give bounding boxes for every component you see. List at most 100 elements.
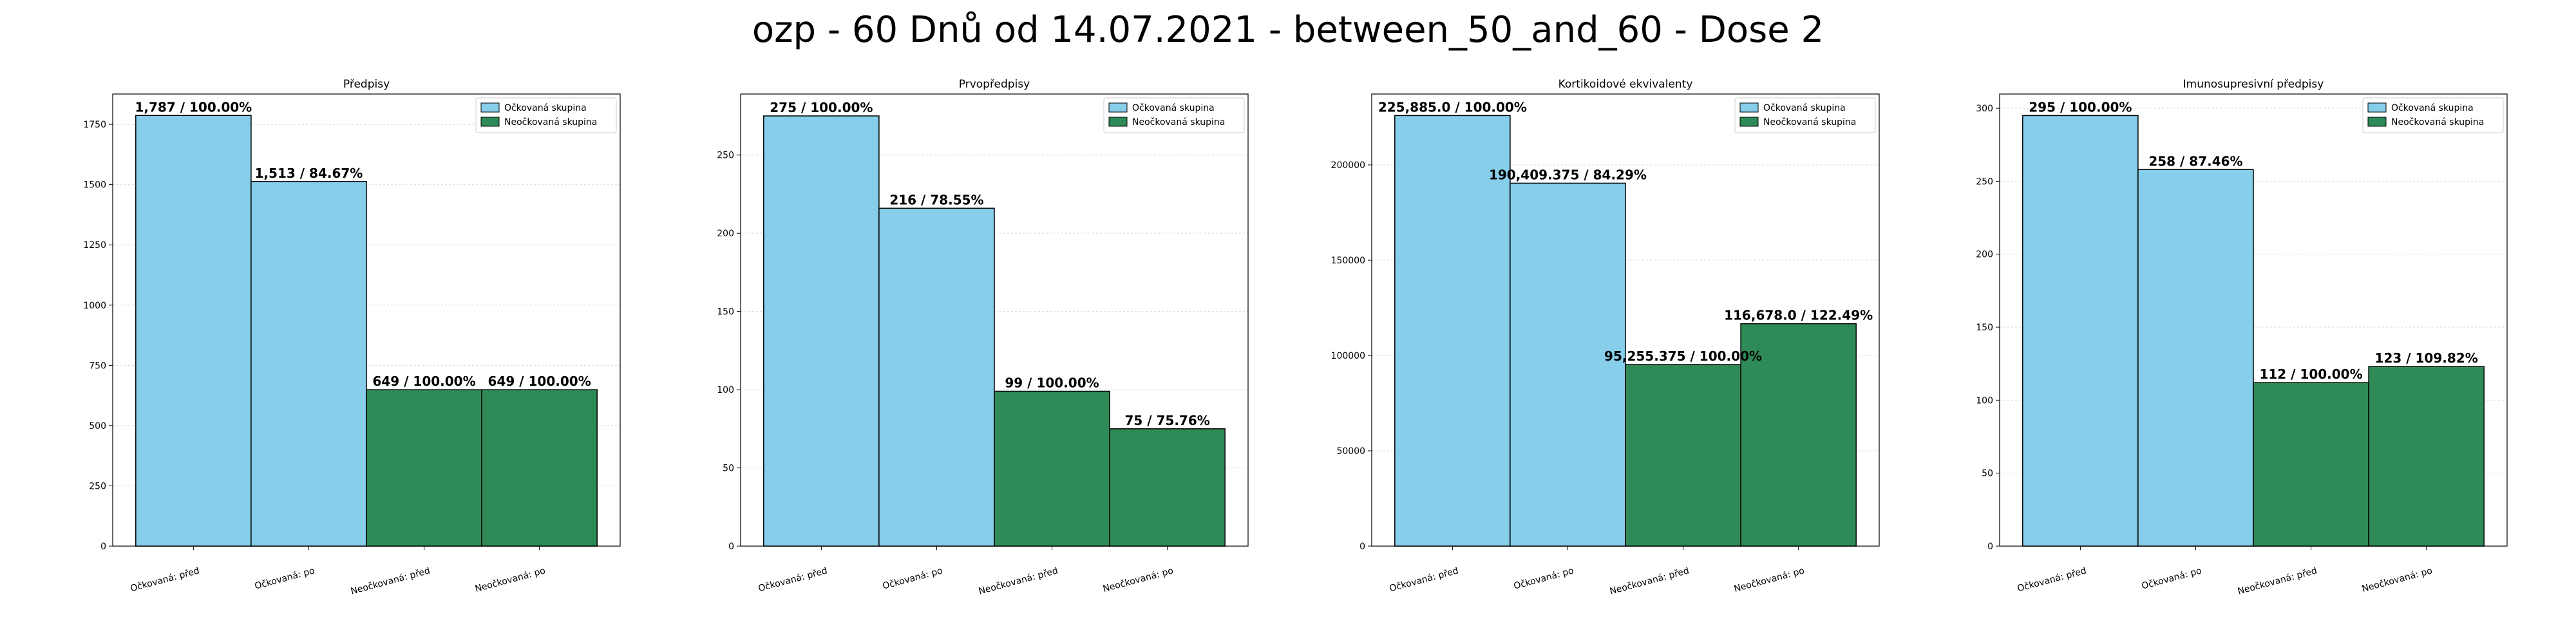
bar	[135, 115, 252, 547]
data-label: 649 / 100.00%	[372, 374, 475, 389]
y-tick-label: 200000	[1331, 160, 1365, 171]
legend-label: Neočkovaná skupina	[2391, 117, 2484, 128]
x-tick-label: Neočkovaná: po	[1102, 565, 1175, 594]
y-tick-label: 250	[89, 481, 106, 491]
x-tick-label: Neočkovaná: před	[1609, 565, 1690, 596]
bar	[481, 389, 598, 547]
y-tick-label: 150	[1976, 323, 1993, 333]
legend-swatch	[480, 102, 500, 113]
x-tick-label: Neočkovaná: po	[2361, 565, 2434, 594]
y-tick-label: 0	[100, 542, 106, 552]
y-tick-label: 50000	[1336, 446, 1365, 457]
y-tick-label: 150	[717, 307, 734, 317]
data-label: 99 / 100.00%	[1005, 375, 1099, 391]
legend-label: Očkovaná skupina	[1763, 103, 1846, 113]
legend-box	[2362, 97, 2504, 133]
chart-panel-1: Předpisy 1,787 / 100.00% 1,513 / 84.67% 649…	[83, 78, 621, 597]
data-label: 258 / 87.46%	[2148, 153, 2242, 169]
legend-label: Neočkovaná skupina	[1763, 117, 1856, 128]
chart-title: Imunosupresivní předpisy	[2183, 78, 2324, 91]
bar	[878, 207, 995, 547]
legend-label: Neočkovaná skupina	[1132, 117, 1225, 128]
x-tick-label: Očkovaná: po	[2141, 565, 2203, 591]
chart-panel-2: Prvopředpisy 275 / 100.00% 216 / 78.55% 99 …	[717, 78, 1249, 597]
legend-swatch	[480, 117, 500, 127]
chart-panel-3: Kortikoidové ekvivalenty 225,885.0 / 100.…	[1331, 78, 1880, 597]
legend-label: Očkovaná skupina	[1132, 103, 1215, 113]
legend-label: Neočkovaná skupina	[504, 117, 597, 128]
data-label: 295 / 100.00%	[2029, 99, 2132, 115]
x-tick-label: Očkovaná: před	[1388, 565, 1460, 594]
y-tick-label: 0	[1987, 542, 1993, 552]
x-tick-label: Neočkovaná: před	[350, 565, 431, 596]
y-tick-label: 0	[1359, 542, 1365, 552]
data-label: 225,885.0 / 100.00%	[1378, 99, 1527, 115]
legend-swatch	[1739, 102, 1759, 113]
data-label: 275 / 100.00%	[770, 100, 873, 115]
bar	[1510, 182, 1626, 547]
data-label: 123 / 109.82%	[2375, 350, 2478, 366]
y-tick-label: 100	[1976, 395, 1993, 406]
y-tick-label: 50	[723, 464, 734, 474]
bar	[2137, 169, 2254, 547]
x-tick-label: Očkovaná: před	[129, 565, 201, 594]
y-tick-label: 250	[1976, 176, 1993, 187]
bar	[1740, 323, 1857, 547]
data-label: 95,255.375 / 100.00%	[1604, 348, 1762, 364]
bar	[1625, 364, 1741, 547]
bar	[1109, 428, 1226, 547]
y-tick-label: 100	[717, 385, 734, 395]
bar	[994, 390, 1110, 547]
y-tick-label: 250	[717, 151, 734, 161]
legend-swatch	[1108, 102, 1128, 113]
x-tick-label: Očkovaná: po	[882, 565, 944, 591]
bar	[366, 389, 482, 547]
data-label: 216 / 78.55%	[889, 192, 983, 207]
y-tick-label: 1500	[83, 180, 106, 191]
data-label: 190,409.375 / 84.29%	[1489, 167, 1647, 182]
legend-swatch	[1739, 117, 1759, 127]
x-tick-label: Očkovaná: po	[1513, 565, 1575, 591]
y-tick-label: 200	[717, 229, 734, 239]
legend-box	[1734, 97, 1876, 133]
axes-frame	[740, 93, 1249, 547]
x-tick-label: Neočkovaná: po	[1733, 565, 1806, 594]
y-tick-label: 150000	[1331, 256, 1365, 266]
x-tick-label: Očkovaná: před	[757, 565, 829, 594]
y-tick-label: 300	[1976, 104, 1993, 114]
legend-box	[475, 97, 617, 133]
data-label: 649 / 100.00%	[488, 374, 591, 389]
legend-swatch	[1108, 117, 1128, 127]
x-tick-label: Neočkovaná: po	[474, 565, 547, 594]
y-tick-label: 1250	[83, 240, 106, 251]
chart-title: Prvopředpisy	[959, 78, 1030, 91]
axes-frame	[1371, 93, 1880, 547]
y-tick-label: 500	[89, 421, 106, 431]
axes-frame	[1999, 93, 2508, 547]
legend-swatch	[2367, 117, 2387, 127]
x-tick-label: Očkovaná: po	[254, 565, 316, 591]
y-tick-label: 1000	[83, 301, 106, 311]
legend-label: Očkovaná skupina	[504, 103, 587, 113]
bar	[2253, 382, 2369, 547]
x-tick-label: Očkovaná: před	[2016, 565, 2088, 594]
legend-box	[1103, 97, 1245, 133]
y-tick-label: 0	[728, 542, 734, 552]
bar	[1394, 115, 1511, 547]
data-label: 1,787 / 100.00%	[135, 99, 252, 115]
data-label: 112 / 100.00%	[2259, 366, 2362, 382]
bar	[763, 115, 880, 547]
data-label: 75 / 75.76%	[1124, 413, 1209, 428]
axes-frame	[112, 93, 621, 547]
x-tick-label: Neočkovaná: před	[978, 565, 1059, 596]
y-tick-label: 750	[89, 361, 106, 371]
legend-label: Očkovaná skupina	[2391, 103, 2474, 113]
y-tick-label: 100000	[1331, 351, 1365, 361]
y-tick-label: 1750	[83, 120, 106, 130]
bar	[251, 181, 367, 547]
data-label: 116,678.0 / 122.49%	[1724, 308, 1873, 323]
y-tick-label: 200	[1976, 250, 1993, 260]
x-tick-label: Neočkovaná: před	[2237, 565, 2318, 596]
bar	[2368, 366, 2485, 547]
